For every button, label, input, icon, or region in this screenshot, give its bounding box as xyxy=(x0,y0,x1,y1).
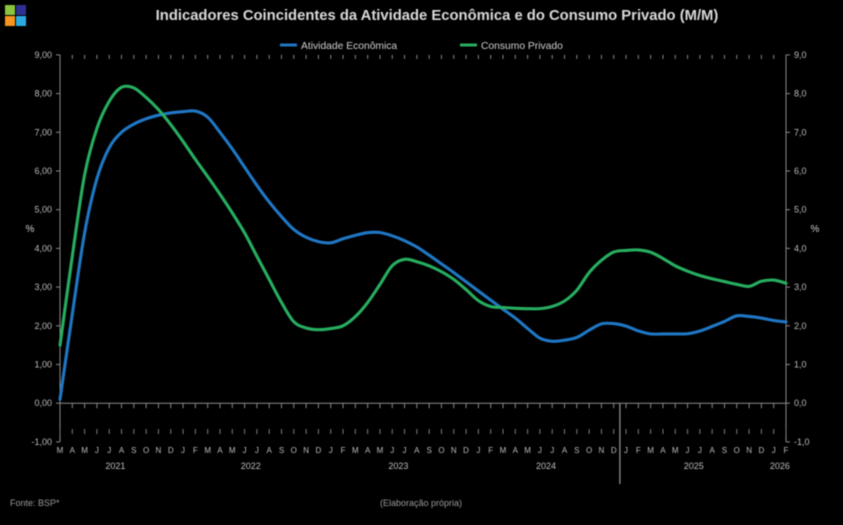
svg-text:J: J xyxy=(243,446,247,455)
svg-text:O: O xyxy=(586,446,592,455)
svg-text:A: A xyxy=(217,446,223,455)
svg-text:Fonte: BSP*: Fonte: BSP* xyxy=(10,498,60,508)
svg-text:F: F xyxy=(636,446,641,455)
svg-text:A: A xyxy=(414,446,420,455)
svg-text:A: A xyxy=(562,446,568,455)
svg-text:J: J xyxy=(390,446,394,455)
svg-text:2024: 2024 xyxy=(536,461,556,471)
svg-text:5,0: 5,0 xyxy=(794,205,807,215)
svg-text:D: D xyxy=(316,446,322,455)
svg-text:2022: 2022 xyxy=(241,461,261,471)
svg-text:F: F xyxy=(784,446,789,455)
svg-text:2,00: 2,00 xyxy=(34,321,52,331)
svg-text:N: N xyxy=(451,446,457,455)
svg-text:O: O xyxy=(291,446,297,455)
svg-text:1,00: 1,00 xyxy=(34,360,52,370)
svg-text:J: J xyxy=(95,446,99,455)
svg-text:J: J xyxy=(107,446,111,455)
svg-text:6,0: 6,0 xyxy=(794,166,807,176)
svg-text:M: M xyxy=(672,446,679,455)
svg-text:N: N xyxy=(303,446,309,455)
svg-text:7,0: 7,0 xyxy=(794,127,807,137)
svg-text:J: J xyxy=(698,446,702,455)
svg-text:S: S xyxy=(574,446,579,455)
svg-text:J: J xyxy=(772,446,776,455)
svg-text:7,00: 7,00 xyxy=(34,127,52,137)
svg-text:2021: 2021 xyxy=(105,461,125,471)
svg-text:-1,0: -1,0 xyxy=(794,437,810,447)
svg-text:O: O xyxy=(438,446,444,455)
svg-text:D: D xyxy=(758,446,764,455)
svg-text:M: M xyxy=(647,446,654,455)
svg-text:J: J xyxy=(538,446,542,455)
svg-text:S: S xyxy=(722,446,727,455)
svg-text:A: A xyxy=(660,446,666,455)
svg-text:A: A xyxy=(70,446,76,455)
svg-text:M: M xyxy=(500,446,507,455)
svg-text:S: S xyxy=(131,446,136,455)
svg-text:M: M xyxy=(229,446,236,455)
svg-text:4,00: 4,00 xyxy=(34,243,52,253)
svg-text:A: A xyxy=(119,446,125,455)
svg-text:6,00: 6,00 xyxy=(34,166,52,176)
svg-text:M: M xyxy=(204,446,211,455)
svg-text:J: J xyxy=(550,446,554,455)
svg-text:Indicadores Coincidentes da At: Indicadores Coincidentes da Atividade Ec… xyxy=(156,8,719,24)
svg-text:J: J xyxy=(624,446,628,455)
svg-text:(Elaboração própria): (Elaboração própria) xyxy=(380,498,462,508)
svg-text:9,00: 9,00 xyxy=(34,50,52,60)
svg-text:D: D xyxy=(168,446,174,455)
svg-text:4,0: 4,0 xyxy=(794,243,807,253)
svg-text:3,00: 3,00 xyxy=(34,282,52,292)
svg-text:J: J xyxy=(686,446,690,455)
svg-text:J: J xyxy=(476,446,480,455)
svg-text:D: D xyxy=(611,446,617,455)
svg-text:J: J xyxy=(255,446,259,455)
svg-text:Atividade Econômica: Atividade Econômica xyxy=(301,41,397,52)
svg-text:0,0: 0,0 xyxy=(794,398,807,408)
svg-text:Consumo Privado: Consumo Privado xyxy=(481,41,563,52)
svg-text:M: M xyxy=(352,446,359,455)
svg-text:2023: 2023 xyxy=(388,461,408,471)
svg-text:S: S xyxy=(279,446,284,455)
svg-text:O: O xyxy=(143,446,149,455)
svg-text:%: % xyxy=(26,224,35,235)
svg-text:F: F xyxy=(193,446,198,455)
svg-text:A: A xyxy=(709,446,715,455)
svg-text:D: D xyxy=(463,446,469,455)
svg-text:M: M xyxy=(57,446,64,455)
svg-text:O: O xyxy=(734,446,740,455)
svg-text:J: J xyxy=(403,446,407,455)
svg-text:N: N xyxy=(599,446,605,455)
svg-text:0,00: 0,00 xyxy=(34,398,52,408)
svg-text:N: N xyxy=(156,446,162,455)
svg-text:5,00: 5,00 xyxy=(34,205,52,215)
svg-text:-1,00: -1,00 xyxy=(31,437,52,447)
svg-text:9,0: 9,0 xyxy=(794,50,807,60)
svg-text:8,0: 8,0 xyxy=(794,89,807,99)
svg-text:%: % xyxy=(811,224,820,235)
svg-text:A: A xyxy=(365,446,371,455)
svg-text:N: N xyxy=(746,446,752,455)
svg-text:J: J xyxy=(181,446,185,455)
svg-text:J: J xyxy=(329,446,333,455)
svg-text:3,0: 3,0 xyxy=(794,282,807,292)
svg-text:A: A xyxy=(267,446,273,455)
svg-text:2025: 2025 xyxy=(684,461,704,471)
svg-text:2026: 2026 xyxy=(770,461,790,471)
svg-text:8,00: 8,00 xyxy=(34,89,52,99)
svg-text:F: F xyxy=(488,446,493,455)
svg-text:A: A xyxy=(513,446,519,455)
svg-text:M: M xyxy=(377,446,384,455)
svg-text:F: F xyxy=(341,446,346,455)
svg-text:M: M xyxy=(81,446,88,455)
svg-text:2,0: 2,0 xyxy=(794,321,807,331)
svg-text:S: S xyxy=(426,446,431,455)
svg-text:M: M xyxy=(524,446,531,455)
svg-text:1,0: 1,0 xyxy=(794,360,807,370)
